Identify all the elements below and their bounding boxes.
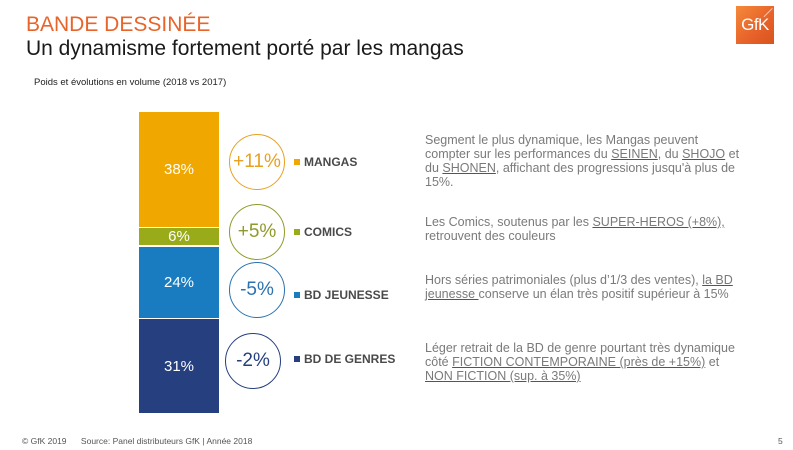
evolution-circle-mangas: +11% [229,134,285,190]
description-text: Hors séries patrimoniales (plus d’1/3 de… [425,273,703,287]
highlighted-term: FICTION CONTEMPORAINE (près de +15%) [452,355,706,369]
description-bd-jeunesse: Hors séries patrimoniales (plus d’1/3 de… [425,273,745,301]
bar-value-label: 24% [163,273,195,291]
legend-item: BD JEUNESSE [294,288,389,302]
description-text: Segment le plus dynamique, les Mangas pe… [425,133,699,161]
description-mangas: Segment le plus dynamique, les Mangas pe… [425,133,745,189]
evolution-circle-comics: +5% [229,204,285,260]
description-text: Léger retrait de la BD de genre pourtant… [425,341,735,369]
gfk-logo-text: GfK [741,15,769,34]
bar-segment-bd-de-genres: 31% [139,319,219,413]
highlighted-term: SUPER-HEROS (+8%), [592,215,725,229]
evolution-label: +5% [237,221,277,242]
highlighted-term: SHONEN [442,161,496,175]
evolution-circle-bd-jeunesse: -5% [229,262,285,318]
bar-value-label: 6% [168,228,190,246]
highlighted-term: NON FICTION (sup. à 35%) [425,369,581,383]
description-text: conserve un élan très positif supérieur … [478,287,729,301]
slide-subtitle: Un dynamisme fortement porté par les man… [26,37,464,60]
description-comics: Les Comics, soutenus par les SUPER-HEROS… [425,215,745,243]
footer: © GfK 2019 Source: Panel distributeurs G… [22,436,264,446]
bar-segment-bd-jeunesse: 24% [139,246,219,318]
legend-swatch [294,356,300,362]
slide-title: BANDE DESSINÉE [26,13,211,36]
evolution-label: +11% [233,151,281,172]
legend-label: BD JEUNESSE [304,288,389,302]
description-text: et du [425,147,740,175]
legend-label: BD DE GENRES [304,352,396,366]
bar-segment-comics: 6% [139,228,219,245]
stacked-bar: 38% 6% 24% 31% [139,112,219,413]
bar-value-label: 31% [163,357,195,375]
description-text: et [705,355,720,369]
legend-item: COMICS [294,225,352,239]
evolution-label: -5% [240,279,274,300]
description-bd-de-genres: Léger retrait de la BD de genre pourtant… [425,341,745,383]
footer-copyright: © GfK 2019 [22,436,67,446]
legend-label: COMICS [304,225,352,239]
description-text: , affichant des progressions jusqu'à plu… [425,161,735,189]
bar-value-label: 38% [163,160,195,178]
legend-item: BD DE GENRES [294,352,395,366]
chart-caption: Poids et évolutions en volume (2018 vs 2… [34,77,227,88]
evolution-label: -2% [236,350,270,371]
highlighted-term: la BD jeunesse [425,273,733,301]
page-number: 5 [778,436,783,446]
legend-swatch [294,159,300,165]
description-text: retrouvent des couleurs [425,229,556,243]
footer-source: Source: Panel distributeurs GfK | Année … [80,436,253,446]
highlighted-term: SHOJO [682,147,726,161]
description-text: Les Comics, soutenus par les [425,215,593,229]
legend-swatch [294,229,300,235]
description-text: , du [657,147,683,161]
legend-item: MANGAS [294,155,357,169]
evolution-circle-bd-de-genres: -2% [225,333,281,389]
bar-segment-mangas: 38% [139,112,219,227]
legend-label: MANGAS [304,155,358,169]
legend-swatch [294,292,300,298]
gfk-logo: GfK [736,6,774,44]
highlighted-term: SEINEN [611,147,658,161]
